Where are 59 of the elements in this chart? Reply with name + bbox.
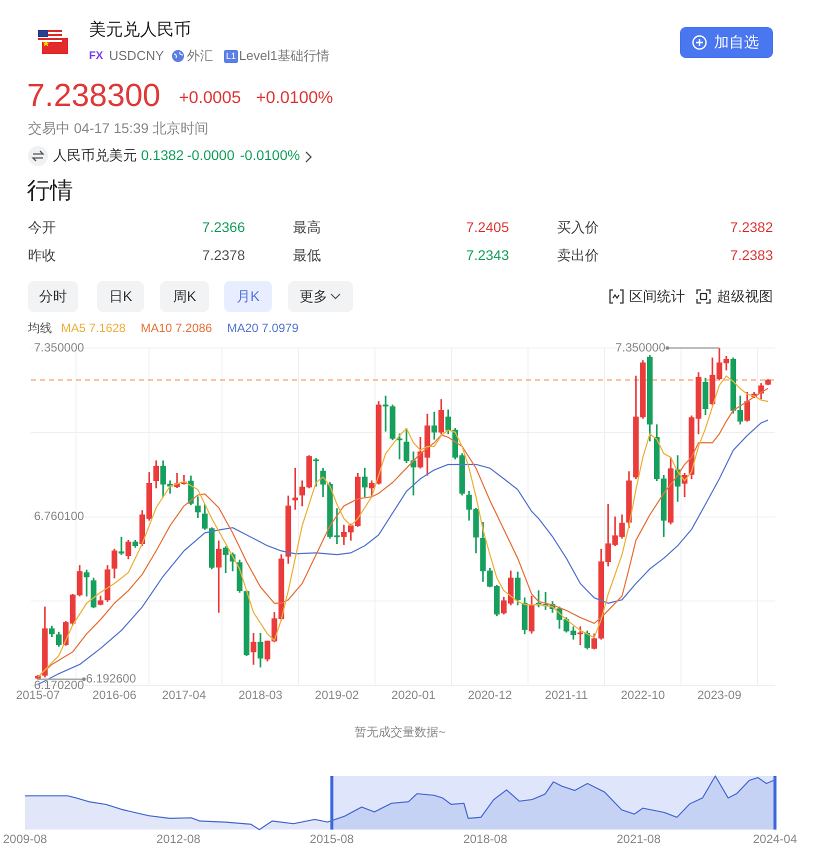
x-tick-label: 2009-08 [2,832,48,846]
text: -0.0000 [187,147,234,164]
annotation: 7.350000 [615,340,666,354]
x-tick-label: 2018-08 [463,832,508,846]
x-tick-label: 2019-02 [314,688,360,702]
text: 最低 [293,247,321,264]
text: +0.0100% [256,88,334,108]
text: 周K [172,288,196,306]
text: 更多 [300,288,328,306]
text: 分时 [39,288,67,306]
text: 加自选 [714,33,759,52]
chart-title: 美元兑人民币 [89,20,191,40]
text: 7.2405 [466,219,509,236]
x-tick-label: 2022-10 [620,688,666,702]
text: USDCNY [109,48,164,64]
x-tick-label: 2021-08 [616,832,661,846]
x-tick-label: 2016-06 [92,688,137,702]
x-tick-label: 2015-08 [310,832,354,846]
text: 7.2383 [730,247,773,264]
text: 7.2382 [730,219,773,236]
text: 日K [108,288,132,306]
text: 月K [236,288,260,306]
text: FX [89,50,104,64]
text: MA5 7.1628 [61,321,126,336]
x-tick-label: 2020-12 [468,688,512,702]
text: 今开 [28,219,56,236]
x-tick-label: 2023-09 [697,688,742,702]
x-tick-label: 2018-03 [238,688,283,702]
text: -0.0100% [240,147,300,164]
x-tick-label: 2020-01 [391,688,436,702]
text: 人民币兑美元 [53,147,137,164]
text: 7.238300 [27,76,160,114]
text: 交易中 04-17 15:39 北京时间 [28,120,209,137]
y-tick-label: 7.350000 [34,340,84,354]
text: 7.2343 [466,247,509,264]
text: 均线 [28,321,52,336]
text: 区间统计 [629,288,685,305]
text: 超级视图 [717,288,773,305]
text: L1 [224,50,238,63]
y-tick-label: 6.760100 [34,509,84,524]
text: 暂无成交量数据~ [354,725,446,740]
text: 昨收 [28,247,56,264]
text: MA10 7.2086 [140,321,212,336]
x-tick-label: 2012-08 [156,832,201,846]
text: MA20 7.0979 [227,321,298,336]
text: 0.1382 [141,147,184,164]
text: 卖出价 [557,247,599,264]
text: 买入价 [557,219,599,236]
text: Level1基础行情 [239,48,330,64]
text: 最高 [293,219,321,236]
annotation: 6.192600 [86,672,136,686]
text: 7.2366 [202,219,245,236]
x-tick-label: 2021-11 [544,688,588,702]
x-tick-label: 2017-04 [162,688,206,702]
x-tick-label: 2024-04 [752,832,798,846]
text: 外汇 [187,48,213,64]
text: +0.0005 [179,88,241,108]
text: 7.2378 [202,247,245,264]
text: 行情 [27,177,73,205]
